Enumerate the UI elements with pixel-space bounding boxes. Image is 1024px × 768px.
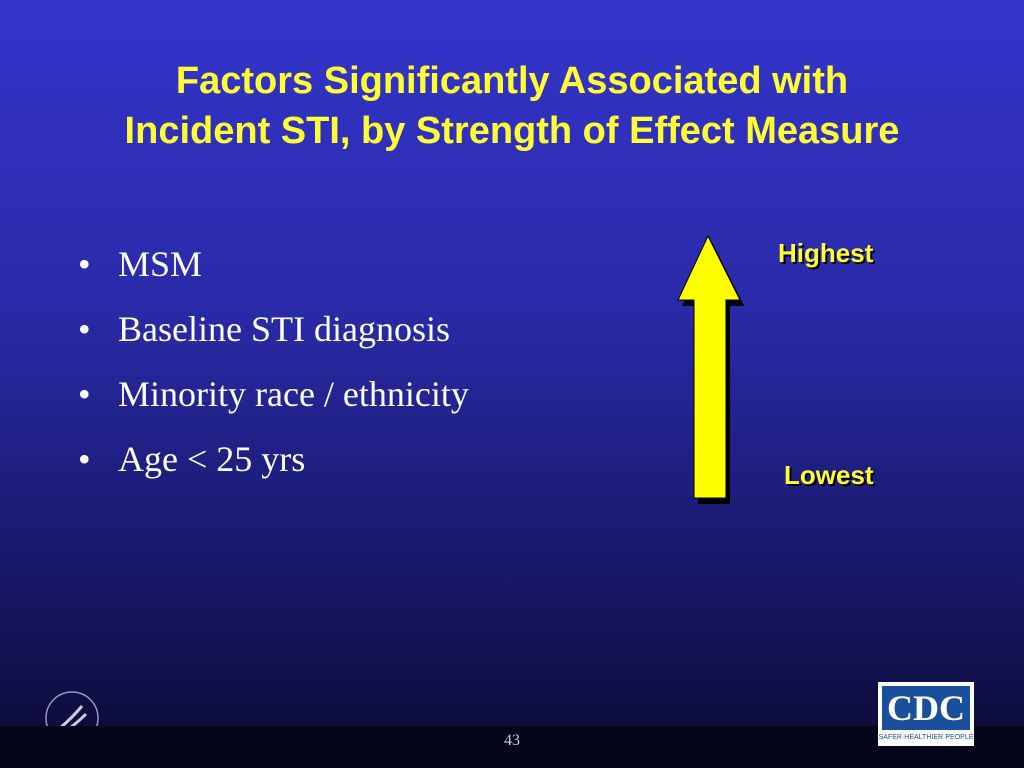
bullet: Age < 25 yrs <box>78 427 469 492</box>
cdc-logo-text: CDC <box>882 686 970 730</box>
arrow <box>677 234 744 504</box>
page-number: 43 <box>504 732 520 749</box>
bullet: MSM <box>78 232 469 297</box>
scale-low: Lowest <box>784 460 874 490</box>
title-line: Incident STI, by Strength of Effect Meas… <box>124 110 900 152</box>
bullet: Minority race / ethnicity <box>78 362 469 427</box>
title: Factors Significantly Associated with In… <box>0 56 1024 156</box>
cdc-logo-tagline: SAFER·HEALTHIER·PEOPLE <box>878 734 974 741</box>
bullet-list: MSM Baseline STI diagnosis Minority race… <box>78 232 469 492</box>
bullet: Baseline STI diagnosis <box>78 297 469 362</box>
footer-bar <box>0 726 1024 768</box>
cdc-logo: CDC SAFER·HEALTHIER·PEOPLE <box>878 682 974 746</box>
scale-high: Highest <box>778 238 874 268</box>
title-line: Factors Significantly Associated with <box>175 60 849 102</box>
